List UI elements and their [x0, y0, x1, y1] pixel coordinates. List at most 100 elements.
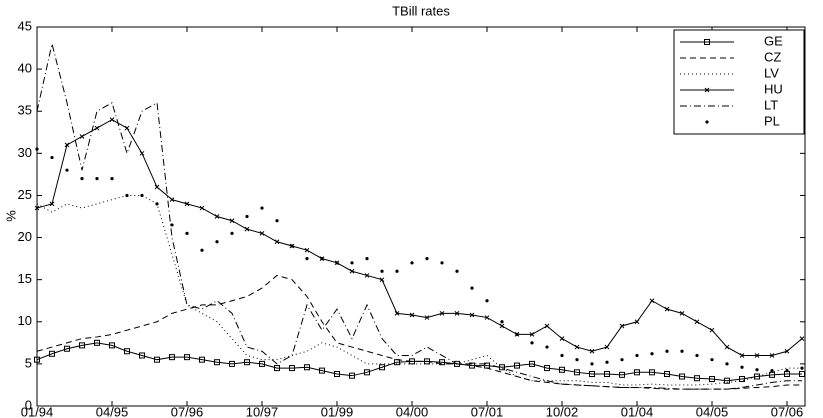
- marker: [559, 336, 565, 341]
- marker: [679, 373, 685, 380]
- marker: [500, 320, 504, 324]
- marker: [50, 155, 54, 160]
- marker: [349, 268, 355, 274]
- marker: [590, 362, 594, 366]
- y-tick-label: 0: [25, 397, 32, 412]
- marker: [365, 257, 369, 261]
- legend-box: [673, 29, 805, 135]
- marker: [440, 261, 444, 265]
- x-tick-label: 04/95: [96, 404, 129, 418]
- x-tick-label: 04/05: [696, 404, 729, 418]
- marker: [454, 311, 460, 316]
- marker: [515, 332, 519, 337]
- marker: [439, 359, 445, 366]
- marker: [619, 323, 625, 329]
- marker: [705, 120, 709, 124]
- marker: [664, 370, 670, 377]
- marker: [544, 323, 550, 329]
- marker: [785, 369, 789, 373]
- marker: [799, 370, 805, 377]
- marker: [244, 226, 250, 232]
- series-line: [36, 119, 803, 356]
- marker: [34, 205, 40, 211]
- x-tick-label: 10/97: [246, 404, 279, 418]
- marker: [95, 177, 99, 181]
- legend-label: GE: [764, 33, 783, 48]
- marker: [274, 239, 280, 245]
- marker: [64, 345, 70, 352]
- marker: [49, 201, 55, 207]
- marker: [124, 348, 130, 355]
- marker: [244, 359, 250, 366]
- marker: [304, 247, 310, 253]
- marker: [665, 349, 669, 353]
- marker: [139, 150, 145, 156]
- marker: [634, 369, 640, 376]
- marker: [530, 341, 534, 345]
- marker: [755, 368, 759, 372]
- marker: [740, 365, 744, 369]
- marker: [754, 373, 760, 380]
- legend-label: HU: [764, 81, 783, 96]
- x-tick-label: 10/02: [546, 404, 579, 418]
- marker: [455, 269, 459, 273]
- marker: [199, 205, 205, 211]
- marker: [784, 348, 790, 354]
- marker: [634, 319, 640, 325]
- marker: [664, 306, 670, 312]
- marker: [620, 358, 624, 362]
- marker: [395, 269, 399, 273]
- marker: [709, 327, 715, 333]
- marker: [679, 311, 685, 316]
- x-tick-label: 07/96: [171, 404, 204, 418]
- marker: [275, 219, 279, 223]
- marker: [184, 354, 190, 361]
- marker: [470, 286, 474, 290]
- marker: [230, 231, 234, 235]
- marker: [334, 370, 340, 377]
- marker: [739, 353, 745, 358]
- marker: [544, 365, 550, 372]
- marker: [724, 377, 730, 384]
- marker: [109, 117, 115, 122]
- marker: [725, 362, 729, 366]
- plot-frame: [36, 26, 806, 407]
- marker: [514, 362, 520, 369]
- series-line: [36, 194, 802, 386]
- marker: [529, 360, 535, 367]
- marker: [635, 353, 639, 358]
- marker: [709, 376, 715, 383]
- x-tick-label: 07/01: [471, 404, 504, 418]
- marker: [425, 257, 429, 261]
- y-axis-label: %: [3, 210, 18, 222]
- marker: [229, 360, 235, 367]
- marker: [35, 147, 39, 151]
- marker: [724, 344, 730, 350]
- marker: [34, 356, 40, 363]
- marker: [589, 370, 595, 377]
- series-line: [36, 274, 802, 390]
- marker: [379, 364, 385, 371]
- marker: [485, 299, 489, 303]
- marker: [259, 360, 265, 367]
- y-tick-label: 25: [18, 187, 32, 202]
- marker: [704, 39, 710, 45]
- marker: [349, 372, 355, 379]
- marker: [605, 360, 609, 364]
- x-tick-label: 04/00: [396, 404, 429, 418]
- legend-label: LV: [764, 65, 779, 80]
- marker: [704, 87, 710, 93]
- marker: [574, 344, 580, 350]
- chart-title: TBill rates: [392, 3, 450, 18]
- marker: [424, 315, 430, 320]
- marker: [364, 273, 370, 278]
- marker: [110, 177, 114, 181]
- marker: [200, 248, 204, 252]
- marker: [214, 359, 220, 366]
- marker: [170, 223, 174, 227]
- marker: [649, 369, 655, 376]
- y-tick-label: 10: [18, 313, 32, 328]
- marker: [379, 277, 385, 283]
- marker: [124, 125, 130, 131]
- marker: [529, 332, 535, 337]
